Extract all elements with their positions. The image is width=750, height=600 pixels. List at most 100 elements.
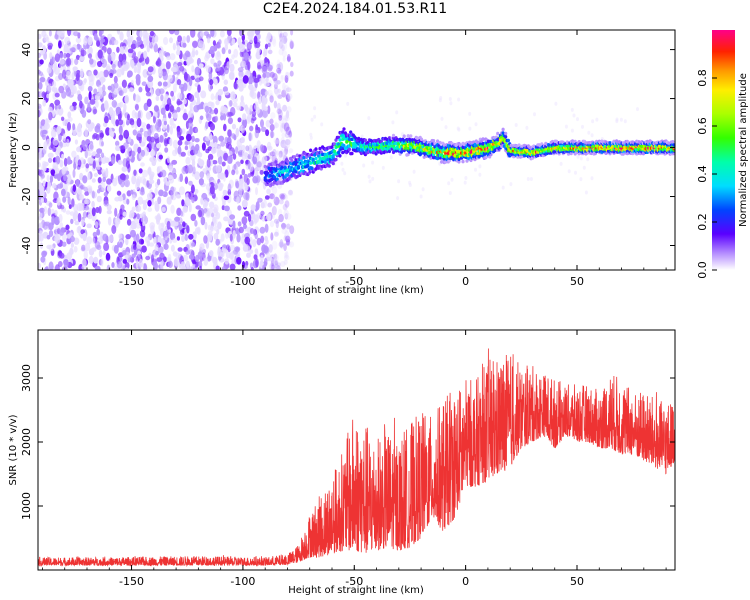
spectrogram-noise-cell bbox=[111, 225, 117, 234]
spectrogram-noise-cell bbox=[284, 230, 290, 239]
spectrogram-noise-cell bbox=[156, 217, 160, 225]
spectrogram-noise-cell bbox=[151, 254, 154, 263]
spectrogram-track-cell bbox=[301, 161, 305, 165]
spectrogram-noise-cell bbox=[584, 190, 588, 195]
spectrogram-noise-cell bbox=[87, 85, 93, 92]
spectrogram-noise-cell bbox=[174, 216, 181, 222]
spectrogram-noise-cell bbox=[265, 78, 269, 83]
spectrogram-noise-cell bbox=[135, 74, 141, 82]
spectrogram-noise-cell bbox=[121, 166, 128, 172]
spectrogram-noise-cell bbox=[145, 236, 151, 244]
spectrogram-noise-cell bbox=[274, 228, 279, 236]
spectrogram-noise-cell bbox=[284, 225, 289, 232]
spectrogram-noise-cell bbox=[108, 39, 113, 45]
y-tick-label: 3000 bbox=[20, 364, 33, 392]
spectrogram-noise-cell bbox=[239, 125, 243, 132]
spectrogram-noise-cell bbox=[168, 30, 175, 35]
spectrogram-noise-cell bbox=[156, 165, 163, 173]
spectrogram-noise-cell bbox=[153, 132, 159, 139]
spectrogram-noise-cell bbox=[66, 57, 72, 66]
spectrogram-noise-cell bbox=[564, 124, 568, 129]
spectrogram-noise-cell bbox=[278, 30, 282, 38]
spectrogram-noise-cell bbox=[54, 216, 60, 226]
spectrogram-noise-cell bbox=[285, 238, 291, 246]
spectrogram-noise-cell bbox=[241, 261, 246, 269]
spectrogram-noise-cell bbox=[285, 94, 290, 100]
spectrogram-noise-cell bbox=[205, 111, 209, 119]
spectrogram-noise-cell bbox=[160, 169, 167, 178]
spectrogram-noise-cell bbox=[268, 93, 274, 100]
snr-y-axis-label: SNR (10 * v/v) bbox=[8, 414, 19, 485]
spectrogram-noise-cell bbox=[170, 244, 175, 252]
spectrogram-noise-cell bbox=[408, 183, 412, 187]
spectrogram-noise-cell bbox=[184, 234, 188, 241]
spectrogram-noise-cell bbox=[171, 159, 178, 165]
spectrogram-noise-cell bbox=[217, 94, 222, 102]
spectrogram-track-cell bbox=[286, 173, 290, 177]
spectrogram-noise-cell bbox=[103, 191, 108, 197]
spectrogram-noise-cell bbox=[98, 249, 103, 258]
spectrogram-noise-cell bbox=[166, 196, 172, 205]
spectrogram-noise-cell bbox=[270, 112, 276, 119]
spectrogram-noise-cell bbox=[264, 235, 268, 242]
spectrogram-noise-cell bbox=[58, 72, 64, 81]
spectrogram-noise-cell bbox=[52, 147, 57, 152]
spectrogram-noise-cell bbox=[81, 265, 87, 270]
spectrogram-noise-cell bbox=[128, 36, 133, 42]
spectrogram-track-cell bbox=[496, 131, 500, 136]
spectrogram-noise-cell bbox=[231, 133, 236, 139]
spectrogram-noise-cell bbox=[284, 200, 290, 208]
spectrogram-noise-cell bbox=[49, 175, 54, 183]
spectrogram-noise-cell bbox=[72, 184, 77, 193]
spectrogram-noise-cell bbox=[47, 181, 52, 190]
spectrogram-noise-cell bbox=[246, 41, 252, 51]
spectrogram-noise-cell bbox=[146, 98, 152, 108]
spectrogram-noise-cell bbox=[182, 35, 186, 43]
spectrogram-noise-cell bbox=[194, 128, 199, 133]
spectrogram-noise-cell bbox=[180, 151, 186, 157]
spectrogram-noise-cell bbox=[188, 78, 193, 87]
spectrogram-noise-cell bbox=[266, 256, 273, 262]
spectrogram-noise-cell bbox=[140, 122, 147, 127]
spectrogram-noise-cell bbox=[156, 142, 162, 149]
spectrogram-noise-cell bbox=[449, 101, 453, 106]
spectrogram-noise-cell bbox=[529, 177, 533, 181]
spectrogram-noise-cell bbox=[125, 174, 129, 180]
spectrogram-noise-cell bbox=[284, 114, 289, 122]
spectrogram-noise-cell bbox=[114, 217, 121, 225]
spectrogram-noise-cell bbox=[237, 205, 242, 211]
spectrogram-noise-cell bbox=[197, 209, 203, 218]
spectrogram-noise-cell bbox=[221, 247, 226, 255]
spectrogram-noise-cell bbox=[242, 113, 247, 121]
spectrogram-noise-cell bbox=[41, 219, 46, 229]
spectrogram-noise-cell bbox=[288, 189, 293, 196]
spectrogram-noise-cell bbox=[155, 250, 159, 256]
spectrogram-noise-cell bbox=[47, 207, 51, 216]
spectrogram-noise-cell bbox=[448, 191, 452, 195]
spectrogram-noise-cell bbox=[140, 239, 145, 245]
spectrogram-noise-cell bbox=[166, 97, 172, 107]
spectrogram-noise-cell bbox=[212, 135, 218, 145]
spectrogram-noise-cell bbox=[252, 239, 257, 248]
spectrogram-noise-cell bbox=[280, 223, 287, 228]
spectrogram-noise-cell bbox=[188, 180, 193, 186]
spectrogram-noise-cell bbox=[202, 199, 208, 208]
spectrogram-noise-cell bbox=[62, 133, 67, 142]
x-tick-label: 0 bbox=[462, 575, 469, 588]
spectrogram-noise-cell bbox=[273, 259, 278, 269]
spectrogram-noise-cell bbox=[167, 260, 173, 268]
spectrogram-noise-cell bbox=[67, 121, 71, 131]
spectrogram-noise-cell bbox=[438, 98, 442, 103]
spectrogram-noise-cell bbox=[135, 181, 140, 191]
spectrogram-noise-cell bbox=[97, 92, 103, 100]
spectrogram-track-cell bbox=[283, 166, 287, 170]
spectrogram-noise-cell bbox=[231, 54, 235, 60]
spectrogram-noise-cell bbox=[163, 243, 169, 250]
spectrogram-track-cell bbox=[569, 151, 573, 156]
spectrogram-noise-cell bbox=[162, 71, 168, 81]
spectrogram-noise-cell bbox=[254, 129, 259, 139]
spectrogram-track-cell bbox=[299, 156, 303, 160]
spectrogram-noise-cell bbox=[71, 198, 75, 208]
spectrogram-noise-cell bbox=[200, 197, 204, 205]
spectrogram-noise-cell bbox=[281, 192, 287, 200]
